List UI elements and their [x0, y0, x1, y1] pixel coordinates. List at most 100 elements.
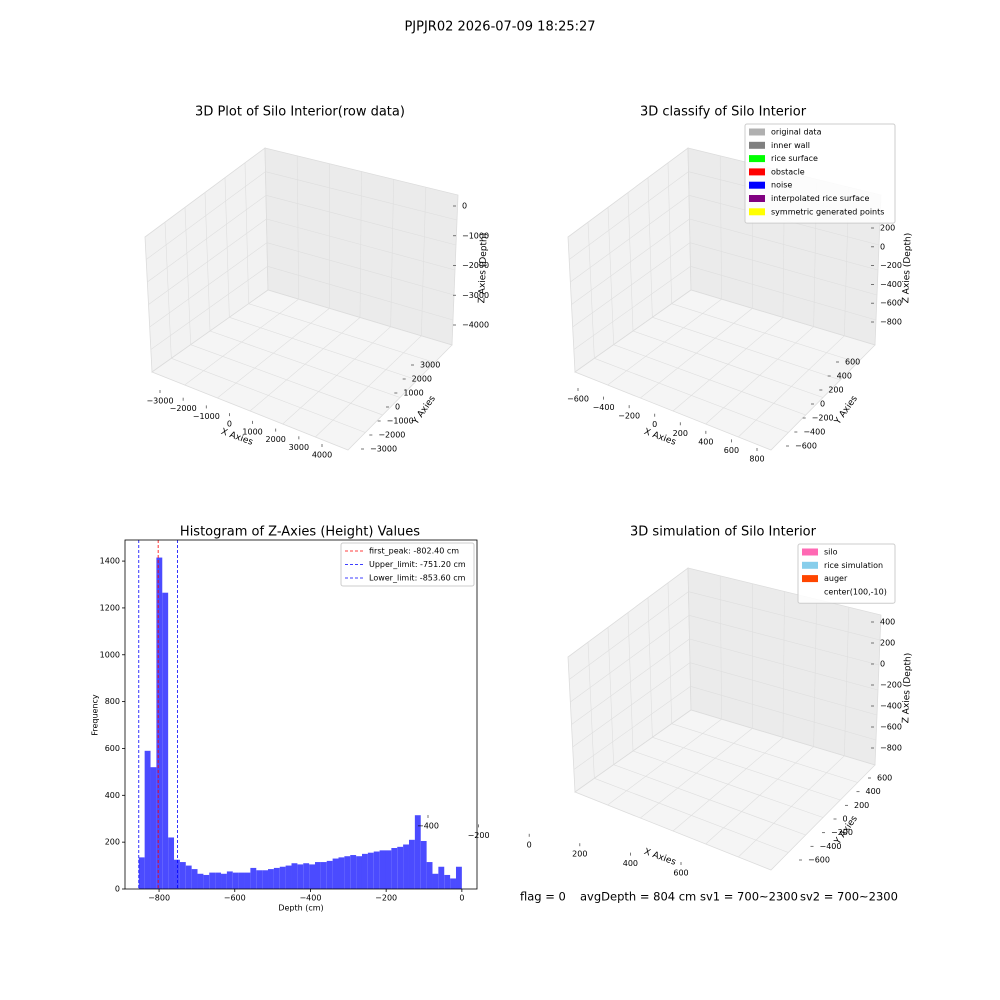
x-tick-label: −400	[417, 822, 439, 831]
chart-title: 3D simulation of Silo Interior	[630, 525, 817, 540]
z-tick-label: 400	[880, 618, 895, 627]
legend-swatch	[749, 141, 765, 149]
x-tick-label: 1000	[242, 427, 262, 436]
x-tick-label: 600	[673, 869, 688, 878]
legend-label: rice surface	[771, 154, 818, 163]
bar	[285, 865, 292, 889]
bar	[156, 557, 163, 889]
bar	[432, 873, 439, 889]
z-tick-label: 0	[462, 202, 467, 211]
bar	[455, 866, 462, 889]
y-tick-label: 1400	[100, 557, 120, 566]
z-axis-label: Z Axies (Depth)	[901, 653, 913, 724]
status-text: avgDepth = 804 cm	[580, 890, 696, 904]
legend-swatch	[749, 168, 765, 176]
bar	[408, 839, 415, 889]
x-tick-label: 3000	[289, 443, 309, 452]
bar	[309, 864, 316, 889]
bar	[191, 869, 198, 889]
bar	[385, 850, 392, 889]
legend-label: inner wall	[771, 141, 810, 150]
bar	[273, 867, 280, 889]
x-tick-label: 200	[572, 850, 587, 859]
bar	[138, 857, 145, 889]
z-tick-label: −400	[880, 280, 902, 289]
y-tick-label: −200	[812, 414, 834, 423]
bar	[279, 866, 286, 889]
bar	[420, 840, 427, 889]
chart-title: 3D Plot of Silo Interior(row data)	[195, 105, 405, 120]
legend-swatch	[802, 548, 818, 556]
z-tick-label: −400	[880, 702, 902, 711]
z-axis-label: Z Axies (Depth)	[901, 233, 913, 304]
legend-label: original data	[771, 128, 822, 137]
y-tick-label: −1000	[387, 417, 414, 426]
legend-label: Upper_limit: -751.20 cm	[369, 560, 466, 569]
bar	[297, 864, 304, 889]
z-tick-label: 200	[880, 224, 895, 233]
bar	[338, 857, 345, 889]
bar	[215, 872, 222, 889]
bar	[221, 873, 227, 889]
bar	[426, 862, 433, 889]
bar	[268, 869, 274, 889]
status-text: flag = 0	[520, 890, 566, 904]
x-tick-label: −200	[618, 412, 640, 421]
y-tick-label: 1200	[100, 603, 120, 612]
y-tick-label: 400	[837, 372, 852, 381]
x-tick-label: −200	[468, 831, 490, 840]
z-tick-label: −600	[880, 299, 902, 308]
chart-title: Histogram of Z-Axies (Height) Values	[180, 525, 420, 540]
y-tick-label: 1000	[403, 389, 423, 398]
x-tick-label: 0	[652, 420, 657, 429]
pane-grid	[738, 335, 845, 438]
y-tick-label: −3000	[370, 445, 397, 454]
legend-box	[797, 543, 896, 604]
bar	[262, 870, 269, 889]
y-tick-label: 0	[395, 403, 400, 412]
bar	[144, 750, 151, 889]
y-axis-label: Frequency	[91, 694, 100, 736]
pane-grid	[667, 582, 672, 724]
bar	[209, 872, 216, 889]
axes-frame	[124, 539, 478, 890]
bar	[238, 872, 245, 889]
bar	[168, 837, 175, 889]
legend-swatch	[749, 181, 765, 189]
bar	[320, 862, 327, 889]
bar	[391, 848, 398, 889]
x-tick-label: 200	[673, 429, 688, 438]
bar	[403, 844, 409, 889]
x-tick-label: −600	[567, 395, 589, 404]
x-tick-label: −600	[224, 894, 246, 903]
pane-grid	[421, 187, 427, 336]
z-tick-label: 0	[880, 660, 885, 669]
x-tick-label: −2000	[170, 404, 197, 413]
bar	[438, 866, 445, 889]
legend-label: symmetric generated points	[771, 207, 884, 216]
bar	[226, 871, 233, 889]
bar	[256, 870, 263, 889]
z-tick-label: −200	[880, 261, 902, 270]
y-tick-label: 600	[845, 358, 860, 367]
plot-3d	[567, 567, 882, 871]
bar	[315, 862, 321, 889]
z-tick-label: −1000	[462, 231, 489, 240]
y-tick-label: 1000	[100, 650, 120, 659]
bar	[244, 872, 251, 889]
bar	[344, 856, 351, 889]
x-tick-label: 4000	[312, 451, 332, 460]
x-tick-label: −3000	[146, 397, 173, 406]
legend-label: Lower_limit: -853.60 cm	[369, 574, 466, 583]
bar	[414, 815, 421, 889]
bar	[162, 592, 169, 889]
x-tick-label: −1000	[193, 412, 220, 421]
legend-label: silo	[824, 548, 838, 557]
y-tick-label: −600	[795, 442, 817, 451]
z-tick-label: −4000	[462, 321, 489, 330]
chart-title: 3D classify of Silo Interior	[640, 105, 807, 120]
z-tick-label: −200	[880, 681, 902, 690]
z-tick-label: −800	[880, 318, 902, 327]
x-tick-label: 600	[724, 446, 739, 455]
x-tick-label: 0	[459, 894, 464, 903]
